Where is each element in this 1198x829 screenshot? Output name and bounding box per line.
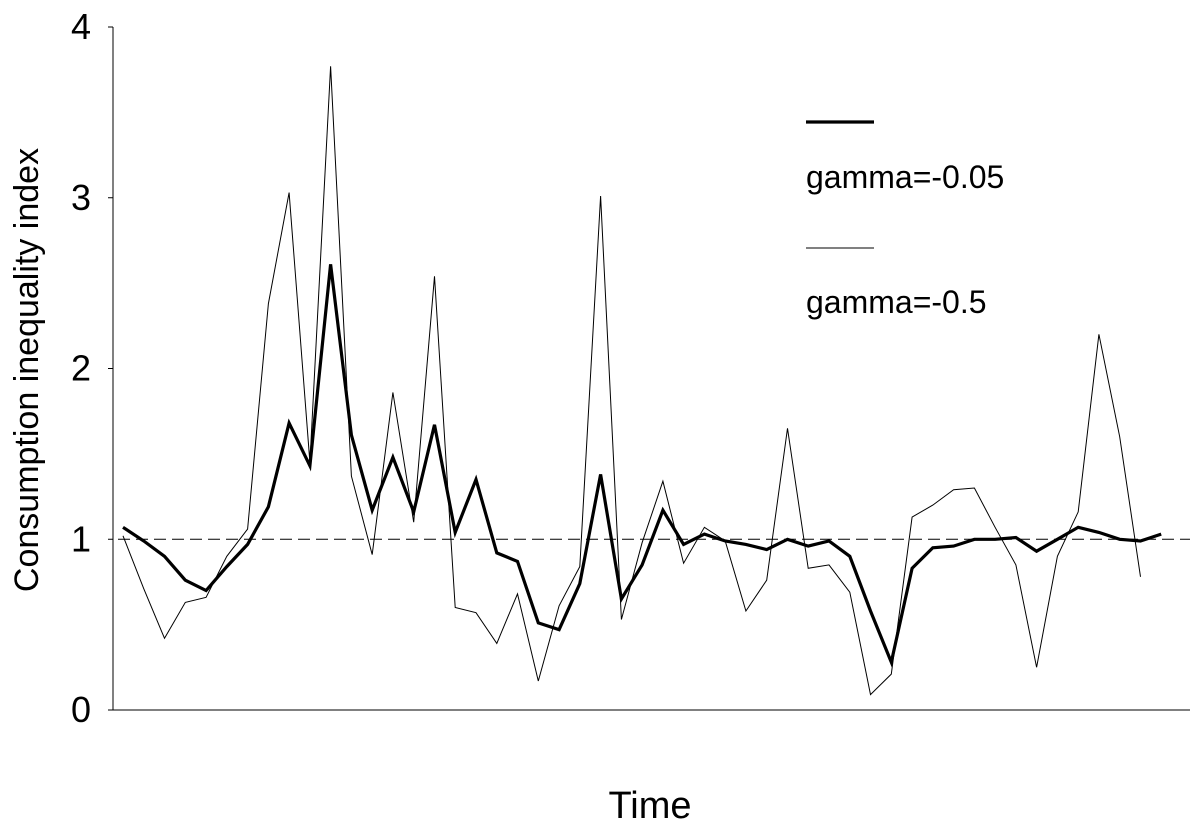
y-tick-label: 2 [71,348,91,389]
x-axis-label: Time [608,785,691,827]
y-tick-label: 4 [71,6,91,47]
y-tick-label: 1 [71,518,91,559]
legend-label: gamma=-0.5 [806,284,987,320]
y-tick-label: 3 [71,177,91,218]
legend-label: gamma=-0.05 [806,159,1004,195]
legend: gamma=-0.05 gamma=-0.5 [806,120,1004,320]
y-tick-label: 0 [71,689,91,730]
series-line-thick [122,264,1162,668]
axes: 0 1 2 3 4 [71,6,1190,730]
series-lines [122,66,1162,696]
y-axis-label: Consumption inequality index [8,148,46,592]
